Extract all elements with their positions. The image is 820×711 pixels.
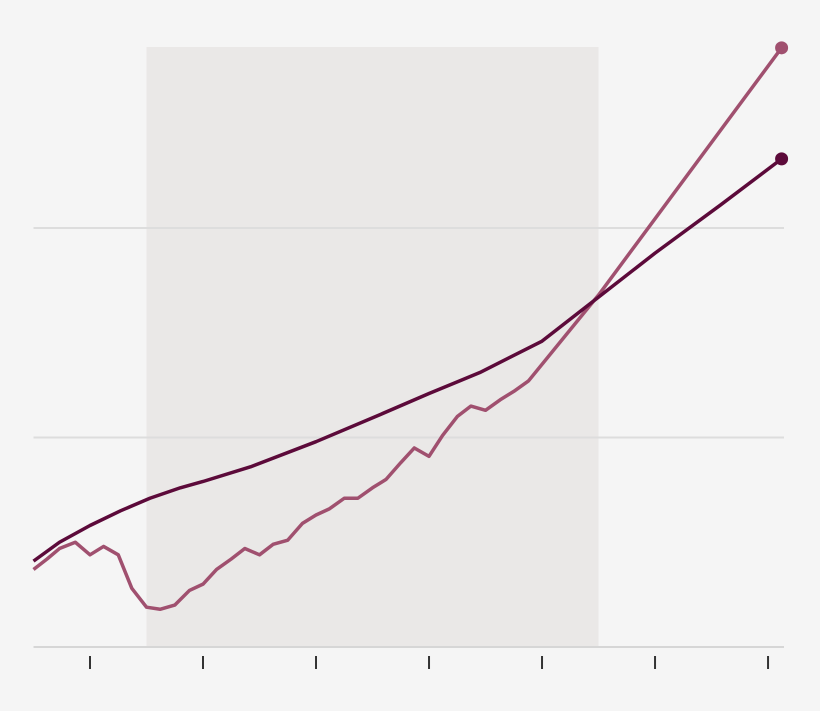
line	[32, 157, 783, 563]
shaded-region	[146, 47, 599, 647]
line	[32, 46, 784, 612]
end-marker	[775, 152, 789, 166]
end-marker	[775, 41, 789, 55]
